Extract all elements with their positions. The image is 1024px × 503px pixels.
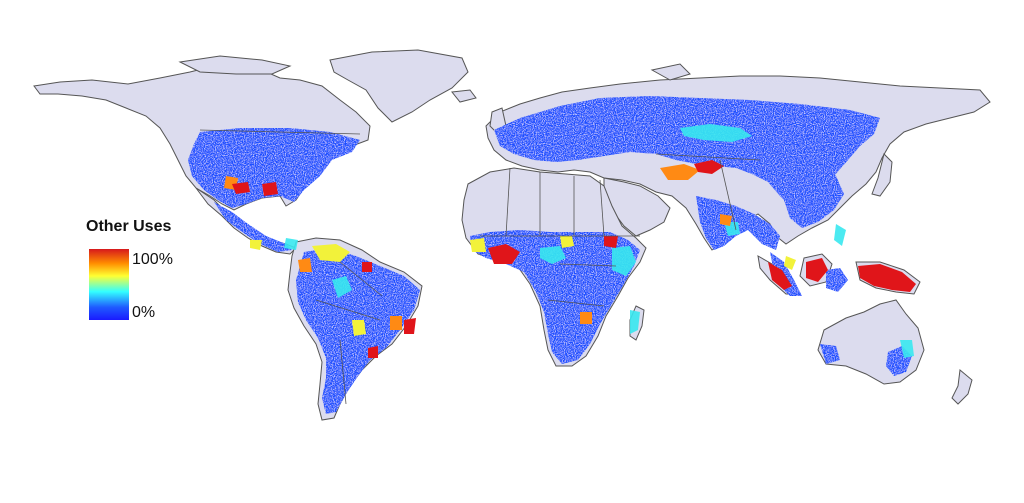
legend-min-label: 0% <box>132 304 156 321</box>
legend-title: Other Uses <box>86 218 172 235</box>
heat-cyan <box>284 124 914 358</box>
legend: Other Uses 100% 0% <box>86 218 216 328</box>
greenland <box>329 49 469 123</box>
arctic-islands <box>178 55 292 75</box>
heat-yellow <box>250 236 796 336</box>
legend-colorbar <box>89 249 129 320</box>
heat-red <box>232 160 916 358</box>
new-guinea-high <box>858 264 916 292</box>
legend-max-label: 100% <box>132 251 173 268</box>
heat-blue <box>188 96 912 414</box>
japan <box>871 153 893 197</box>
iceland <box>451 89 477 103</box>
new-zealand <box>951 369 973 405</box>
country-borders <box>199 129 761 405</box>
svalbard-novaya <box>650 63 691 81</box>
